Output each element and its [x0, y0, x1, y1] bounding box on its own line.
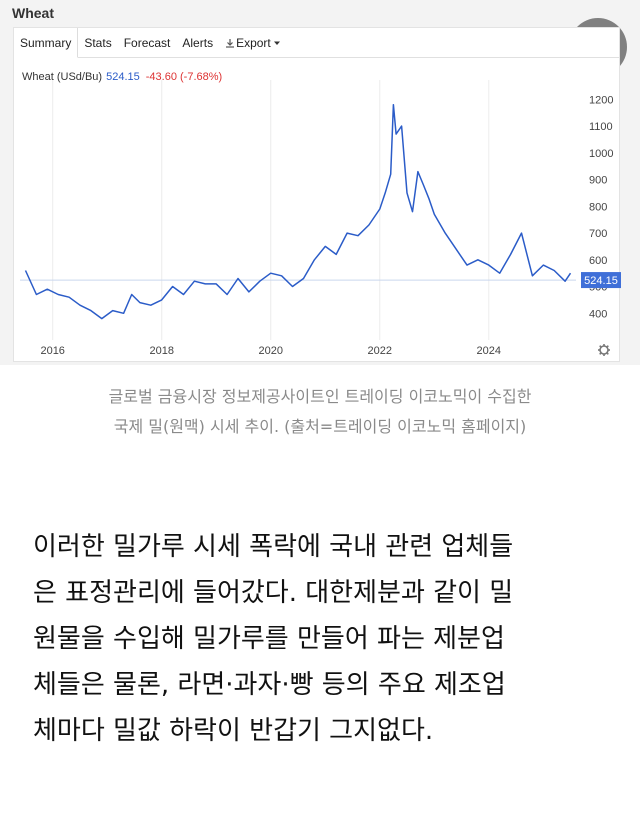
tab-summary[interactable]: Summary [14, 28, 79, 58]
x-tick-label: 2024 [477, 345, 501, 357]
tab-alerts-label: Alerts [182, 36, 214, 50]
caret-down-icon [273, 41, 280, 45]
chart-tabs: Summary Stats Forecast Alerts Export [14, 28, 287, 58]
chart-legend: Wheat (USd/Bu) 524.15 -43.60 (-7.68%) [22, 71, 222, 83]
y-tick-label: 400 [589, 308, 607, 320]
y-tick-label: 1200 [589, 94, 613, 106]
y-tick-label: 1000 [589, 148, 613, 160]
series-line-wheat [24, 103, 572, 320]
x-tick-label: 2016 [40, 345, 64, 357]
tab-forecast-label: Forecast [123, 36, 171, 50]
current-price-label: 524.15 [584, 275, 618, 287]
tab-strip [14, 28, 619, 58]
y-tick-label: 900 [589, 175, 607, 187]
download-icon [226, 39, 235, 48]
article-line: 이러한 밀가루 시세 폭락에 국내 관련 업체들 [33, 532, 514, 562]
x-tick-label: 2020 [259, 345, 283, 357]
tab-forecast[interactable]: Forecast [118, 28, 177, 58]
legend-change: -43.60 (-7.68%) [145, 71, 223, 83]
y-tick-label: 700 [589, 228, 607, 240]
caption-line: 국제 밀(원맥) 시세 추이. (출처=트레이딩 이코노믹 홈페이지) [113, 417, 527, 436]
gear-icon[interactable] [598, 344, 610, 356]
legend-name: Wheat (USd/Bu) [22, 71, 103, 83]
x-tick-label: 2018 [149, 345, 173, 357]
current-price-badge [581, 272, 621, 289]
article-line: 은 표정관리에 들어갔다. 대한제분과 같이 밀 [33, 578, 514, 608]
y-tick-label: 1100 [589, 121, 613, 133]
chart-panel: Summary Stats Forecast Alerts Export Whe… [13, 27, 621, 362]
x-tick-label: 2022 [368, 345, 392, 357]
article-line: 원물을 수입해 밀가루를 만들어 파는 제분업 [33, 624, 505, 654]
y-tick-label: 800 [589, 201, 607, 213]
chart-title: Wheat [12, 5, 54, 21]
article-line: 체들은 물론, 라면·과자·빵 등의 주요 제조업 [33, 670, 506, 700]
tab-export[interactable]: Export [219, 28, 287, 58]
price-chart: 400500600700800900100011001200 201620182… [20, 80, 621, 357]
image-caption: 글로벌 금융시장 정보제공사이트인 트레이딩 이코노믹이 수집한 국제 밀(원맥… [0, 382, 640, 442]
tab-stats[interactable]: Stats [78, 28, 117, 58]
article-line: 체마다 밀값 하락이 반갑기 그지없다. [33, 716, 434, 746]
legend-price: 524.15 [106, 71, 140, 83]
article-paragraph: 이러한 밀가루 시세 폭락에 국내 관련 업체들 은 표정관리에 들어갔다. 대… [33, 524, 618, 754]
tab-export-label: Export [236, 36, 271, 50]
tab-summary-label: Summary [20, 36, 72, 50]
tab-alerts[interactable]: Alerts [176, 28, 219, 58]
caption-line: 글로벌 금융시장 정보제공사이트인 트레이딩 이코노믹이 수집한 [108, 387, 532, 406]
tab-stats-label: Stats [84, 36, 112, 50]
y-tick-label: 600 [589, 255, 607, 267]
